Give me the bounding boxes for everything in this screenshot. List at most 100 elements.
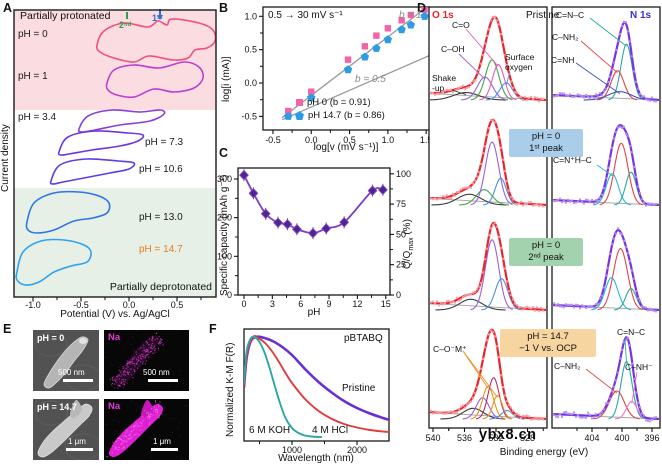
a-x-tick: 0.0 [123,300,136,310]
data-point [367,185,378,196]
scan-rate-annotation: 0.5 → 30 mV s⁻¹ [268,10,343,21]
annotation-7: C=NH [551,55,575,65]
scale-bar [148,379,178,382]
curve-label-0: Pristine [342,383,376,394]
data-point [292,224,302,235]
svg-text:1000: 1000 [282,445,302,455]
svg-text:0.5: 0.5 [343,135,356,145]
scalebar-label-4: 1 μm [153,437,171,446]
legend-label-ph147: pH 14.7 (b = 0.86) [308,110,385,121]
curve-label-2: 4 M HCl [312,425,349,436]
spectrum-envelope [429,221,547,312]
pristine-label: Pristine [526,10,560,21]
scalebar-label-2: 500 nm [143,368,170,377]
data-point [239,169,249,181]
panel-a [13,9,217,302]
svg-text:100: 100 [396,169,411,179]
fit-component [475,377,512,420]
svg-text:12: 12 [352,299,362,309]
panel-a-letter: A [3,1,13,15]
svg-text:2000: 2000 [347,445,367,455]
first-peak-marker-label: 1ˢᵗ [152,13,163,23]
cv-curve-0 [95,18,217,63]
svg-text:300: 300 [217,174,232,184]
svg-text:100: 100 [217,251,232,261]
legend-row-ph147: pH 14.7 (b = 0.86) [295,110,385,121]
leader-line [451,89,467,95]
cv-curve-2 [77,109,166,133]
panel-c-letter: C [219,146,229,160]
fit-component [429,92,507,101]
fit-component [608,43,644,101]
svg-text:0: 0 [241,299,246,309]
svg-text:528: 528 [520,433,535,443]
na-map-2-label: Na [108,401,121,412]
svg-text:9: 9 [327,299,332,309]
fit-component [489,409,525,420]
data-point [260,208,271,220]
data-point [248,188,259,199]
ph-label-6: pH = 14.7 [139,244,183,255]
flake-na-bright [105,399,187,460]
a-x-tick: 0.5 [171,300,184,310]
flake-na-sparse [104,330,189,389]
scale-bar [66,448,93,451]
fit-component [431,193,507,206]
data-point [339,217,350,228]
svg-text:50: 50 [396,229,406,239]
data-point [308,227,318,239]
cv-curve-1 [105,61,204,99]
fit-component [470,141,513,206]
panel-b [259,6,431,134]
annotation-8: C=N⁺H–C [553,155,592,165]
fit-component [479,63,517,101]
legend-row-ph0: pH 0 (b = 0.91) [296,97,371,108]
series-0 [285,7,428,115]
svg-text:6: 6 [298,299,303,309]
svg-text:404: 404 [584,433,599,443]
leader-line [631,371,638,404]
svg-text:75: 75 [396,199,406,209]
series-1 [284,11,429,120]
annotation-2: Shake -up [432,73,457,93]
cv-curve-4 [49,158,136,185]
na-map-1-label: Na [108,332,121,343]
svg-text:532: 532 [488,433,503,443]
annotation-11: C–NH⁻ [625,362,653,372]
condition-box-ph147: pH = 14.7 −1 V vs. OCP [500,329,596,357]
svg-text:-0.5: -0.5 [265,135,281,145]
leader-line [585,368,618,394]
annotation-0: C=O [452,20,470,30]
panel-f-y-axis-label: Normalized K-M F(R) [225,342,236,437]
svg-text:0.0: 0.0 [305,135,318,145]
panel-c-right-axis-label: Q/Qmax (%) [402,219,415,269]
o1s-title: O 1s [432,10,454,21]
ph-label-3: pH = 7.3 [145,137,184,148]
leader-line [596,164,613,177]
svg-text:0.0: 0.0 [244,78,257,88]
leader-line [505,71,511,85]
uvvis-curve-2 [244,335,323,438]
leader-line [465,28,499,67]
panel-d-x-axis-label: Binding energy (eV) [499,447,589,458]
scalebar-label-1: 500 nm [58,368,85,377]
scale-bar [151,448,178,451]
svg-text:25: 25 [396,260,406,270]
b1-line-label: b = 1 [399,10,422,21]
leader-line [624,337,627,364]
panel-c [234,167,394,299]
data-point [282,219,293,230]
panel-d [428,6,661,432]
ph147-marker-icon [295,111,304,120]
fit-component [462,397,503,420]
svg-text:396: 396 [644,433,659,443]
sem-ph0-label: pH = 0 [37,333,65,343]
annotation-3: Surface oxygen [505,52,535,72]
ph0-marker-icon [296,99,303,106]
leader-line [580,40,618,74]
panel-a-x-axis-label: Potential (V) vs. Ag/AgCl [60,309,170,320]
panel-b-y-axis-label: log[i (mA)] [221,56,232,102]
n1s-title: N 1s [630,10,652,21]
